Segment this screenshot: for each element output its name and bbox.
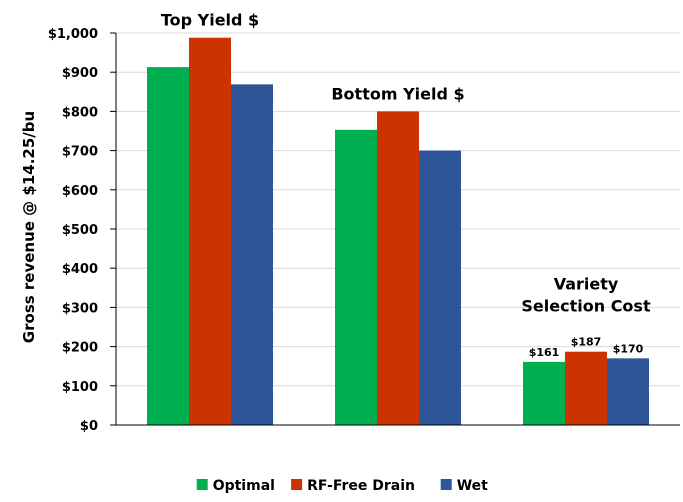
- group-label: Selection Cost: [521, 297, 651, 316]
- y-tick-label: $800: [62, 105, 98, 120]
- y-tick-label: $1,000: [48, 27, 98, 42]
- bar-optimal: [147, 67, 189, 425]
- legend-swatch: [291, 479, 303, 490]
- legend-label: Wet: [457, 478, 488, 494]
- bar-wet: [231, 84, 273, 426]
- legend-swatch: [440, 479, 452, 490]
- legend-label: Optimal: [213, 478, 275, 494]
- bar-rf-free-drain: [565, 351, 607, 425]
- group-label: Bottom Yield $: [331, 84, 464, 103]
- y-tick-label: $500: [62, 223, 98, 238]
- legend: Optimal RF-Free Drain Wet: [196, 478, 488, 494]
- y-tick-label: $700: [62, 145, 98, 160]
- bar-wet: [419, 150, 461, 425]
- y-tick-label: $600: [62, 184, 98, 199]
- y-tick-label: $900: [62, 66, 98, 81]
- y-axis-label: Gross revenue @ $14.25/bu: [20, 111, 38, 343]
- y-tick-label: $200: [62, 341, 98, 356]
- y-tick-label: $400: [62, 262, 98, 277]
- bar-rf-free-drain: [189, 37, 231, 425]
- data-label: $170: [613, 342, 644, 355]
- axes: [110, 32, 680, 426]
- labels: $0 $100 $200 $300 $400 $500 $600 $700 $800 $900 $1…: [48, 11, 651, 434]
- y-tick-label: $300: [62, 301, 98, 316]
- data-label: $161: [529, 346, 560, 359]
- y-tick-label: $0: [80, 419, 98, 434]
- bars: [147, 37, 649, 426]
- group-label: Variety: [554, 275, 619, 294]
- data-label: $187: [571, 336, 602, 349]
- legend-swatch: [196, 479, 208, 490]
- bar-optimal: [523, 361, 565, 425]
- group-label: Top Yield $: [161, 11, 259, 30]
- legend-label: RF-Free Drain: [307, 478, 415, 494]
- y-tick-label: $100: [62, 380, 98, 395]
- bar-wet: [607, 358, 649, 425]
- bar-rf-free-drain: [377, 111, 419, 426]
- bar-optimal: [335, 129, 377, 425]
